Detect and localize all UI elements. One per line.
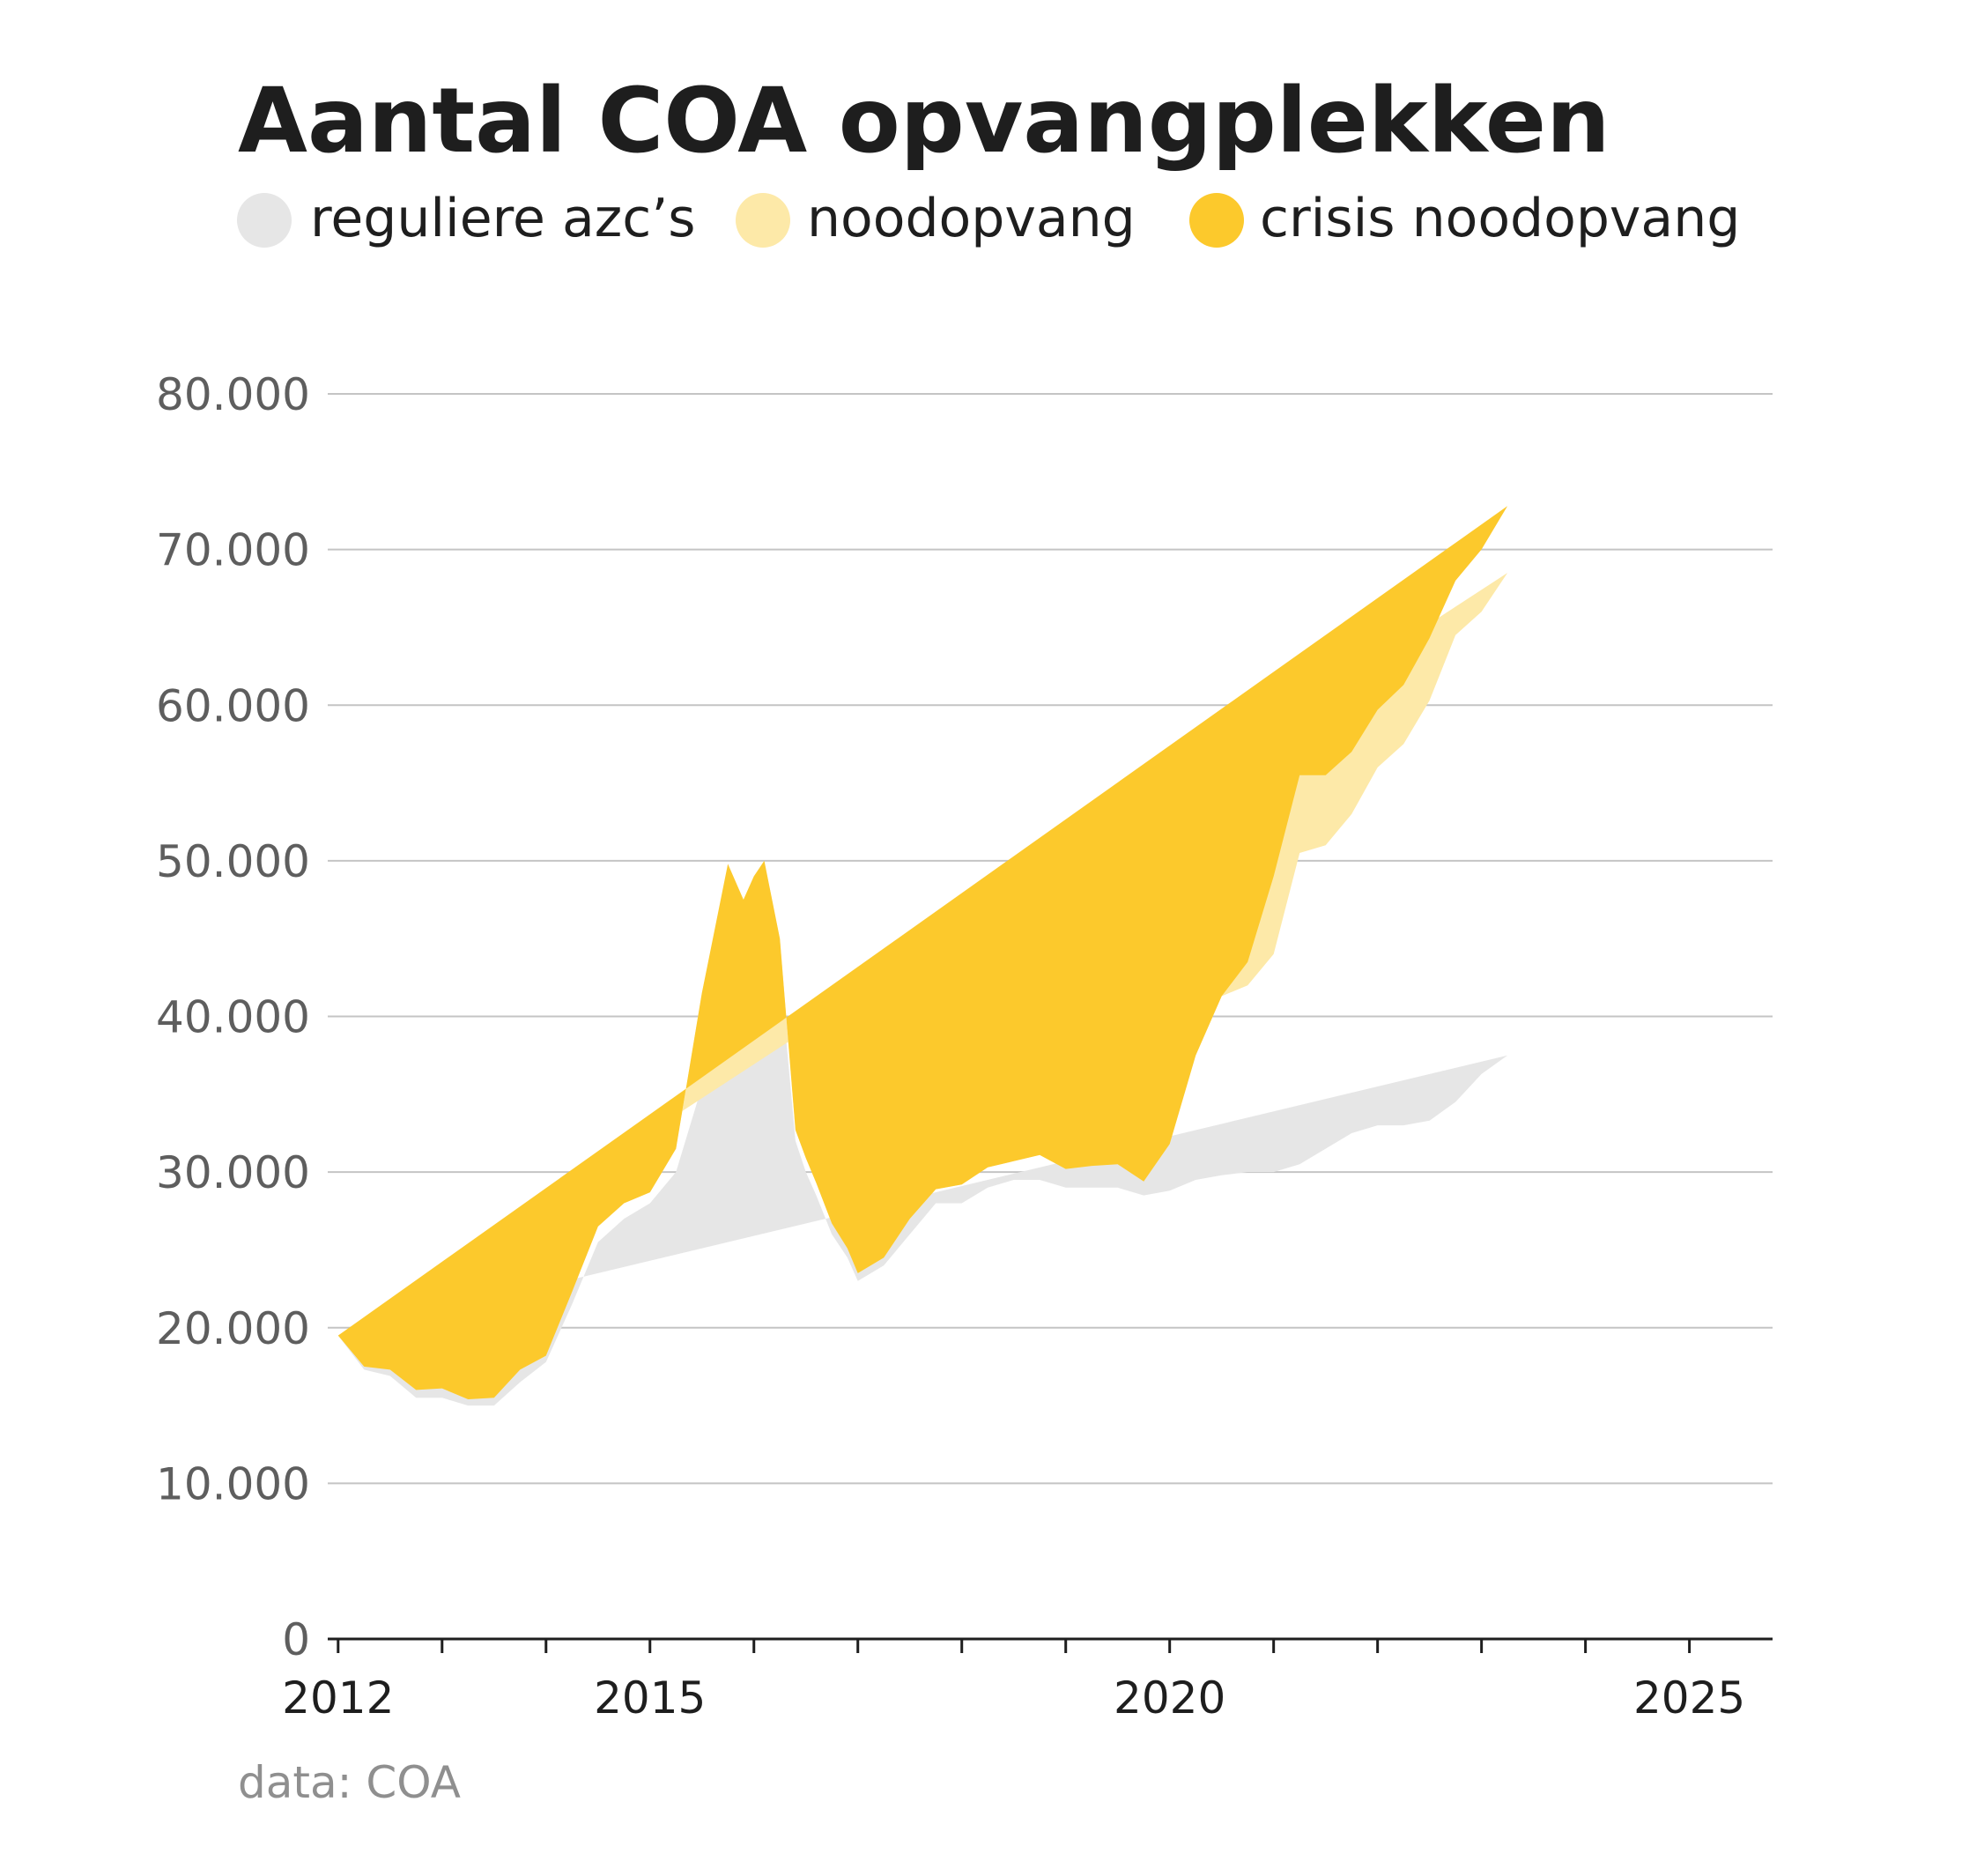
legend-label-0: reguliere azc’s bbox=[310, 188, 696, 249]
chart-title: Aantal COA opvangplekken bbox=[238, 69, 1610, 174]
y-tick-label-1: 10.000 bbox=[156, 1458, 310, 1509]
y-tick-label-2: 20.000 bbox=[156, 1303, 310, 1354]
x-tick-label-3: 2025 bbox=[1633, 1672, 1745, 1724]
legend-marker-1 bbox=[736, 193, 790, 248]
y-tick-label-8: 80.000 bbox=[156, 369, 310, 420]
area-series bbox=[337, 506, 1508, 1406]
area-2 bbox=[337, 506, 1508, 1399]
x-tick-label-0: 2012 bbox=[282, 1672, 394, 1724]
legend: reguliere azc’s noodopvang crisis noodopva… bbox=[237, 188, 1740, 249]
y-tick-label-6: 60.000 bbox=[156, 680, 310, 731]
y-tick-label-5: 50.000 bbox=[156, 836, 310, 887]
legend-marker-0 bbox=[237, 193, 292, 248]
legend-marker-2 bbox=[1189, 193, 1244, 248]
y-tick-label-7: 70.000 bbox=[156, 525, 310, 576]
y-tick-label-3: 30.000 bbox=[156, 1147, 310, 1198]
legend-label-1: noodopvang bbox=[807, 188, 1136, 249]
source-note: data: COA bbox=[238, 1757, 461, 1808]
y-axis-ticks: 0 10.000 20.000 30.000 40.000 50.000 60.000 70.… bbox=[156, 369, 310, 1665]
y-tick-label-0: 0 bbox=[282, 1614, 310, 1665]
x-axis-ticks: 2012 2015 2020 2025 bbox=[282, 1639, 1745, 1724]
legend-label-2: crisis noodopvang bbox=[1260, 188, 1740, 249]
y-tick-label-4: 40.000 bbox=[156, 992, 310, 1043]
x-tick-label-1: 2015 bbox=[594, 1672, 706, 1724]
x-tick-label-2: 2020 bbox=[1114, 1672, 1225, 1724]
